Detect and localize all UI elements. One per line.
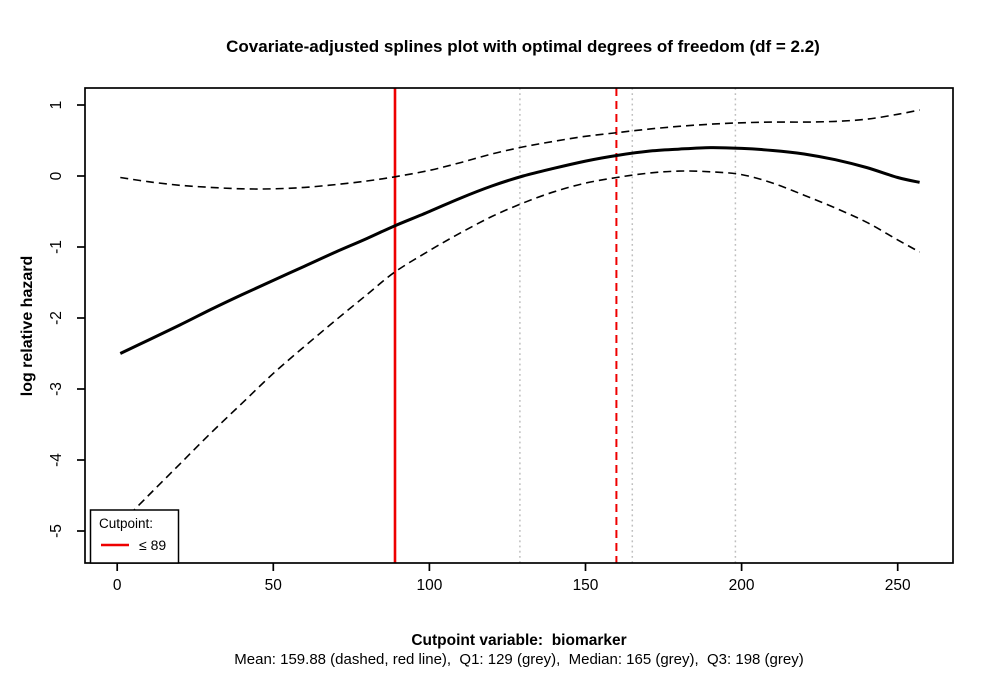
spline-curves <box>119 109 920 525</box>
x-axis: 0 50 100 150 200 250 <box>113 563 911 594</box>
lower-confidence-band <box>119 170 920 525</box>
legend-title: Cutpoint: <box>99 516 153 531</box>
y-tick-label: -5 <box>48 524 65 538</box>
y-tick-label: -1 <box>48 240 65 254</box>
x-axis-label: Cutpoint variable: biomarker <box>411 632 626 649</box>
x-tick-label: 50 <box>265 577 283 594</box>
x-tick-label: 0 <box>113 577 122 594</box>
y-tick-label: -2 <box>48 311 65 325</box>
x-tick-label: 100 <box>416 577 442 594</box>
y-tick-label: -4 <box>48 453 65 467</box>
x-tick-label: 150 <box>573 577 599 594</box>
y-tick-label: -3 <box>48 382 65 396</box>
x-tick-label: 250 <box>885 577 911 594</box>
plot-box <box>84 87 954 564</box>
legend-box <box>89 509 180 564</box>
upper-confidence-band <box>120 109 920 190</box>
x-axis-note: Mean: 159.88 (dashed, red line), Q1: 129… <box>234 651 803 668</box>
y-axis-label: log relative hazard <box>19 256 36 397</box>
legend: Cutpoint: ≤ 89 <box>89 509 180 564</box>
x-tick-label: 200 <box>729 577 755 594</box>
y-tick-label: 1 <box>48 101 65 110</box>
chart-title: Covariate-adjusted splines plot with opt… <box>226 37 820 56</box>
spline-fit <box>119 146 920 355</box>
y-axis: -5 -4 -3 -2 -1 0 1 <box>48 101 85 538</box>
reference-lines <box>393 88 737 563</box>
legend-item-label: ≤ 89 <box>139 537 166 553</box>
y-tick-label: 0 <box>48 171 65 180</box>
